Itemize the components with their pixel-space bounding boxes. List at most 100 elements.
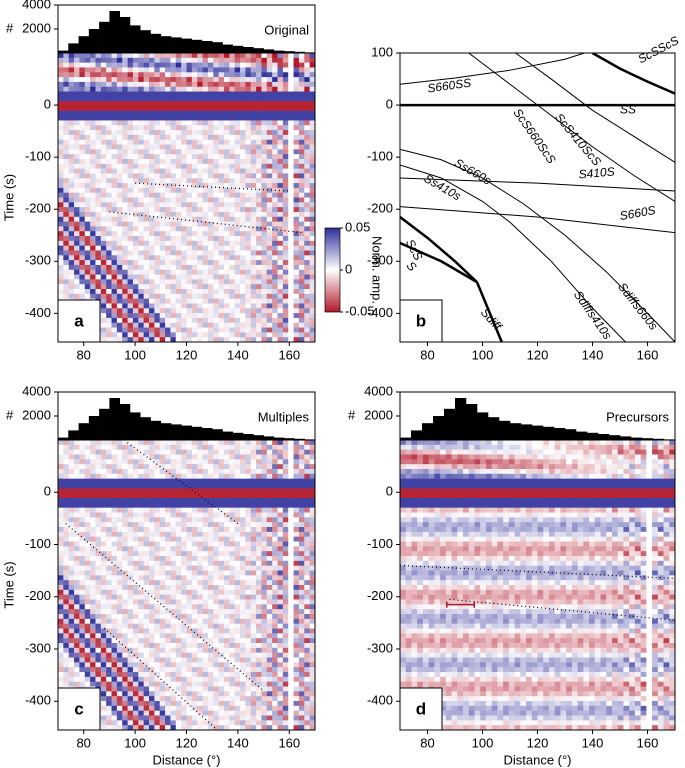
heatmap-cell — [128, 662, 134, 667]
heatmap-cell — [74, 600, 80, 605]
heatmap-cell — [170, 720, 176, 725]
heatmap-cell — [170, 92, 176, 97]
heatmap-cell — [160, 532, 166, 537]
heatmap-cell — [133, 672, 139, 677]
heatmap-cell — [74, 667, 80, 672]
heatmap-cell — [278, 236, 284, 241]
heatmap-cell — [154, 633, 160, 638]
heatmap-cell — [160, 178, 166, 183]
heatmap-cell — [160, 537, 166, 542]
heatmap-cell — [208, 667, 214, 672]
heatmap-cell — [181, 614, 187, 619]
heatmap-cell — [138, 658, 144, 663]
heatmap-cell — [154, 130, 160, 135]
heatmap-cell — [187, 479, 193, 484]
heatmap-cell — [128, 149, 134, 154]
heatmap-cell — [85, 677, 91, 682]
heatmap-cell — [128, 67, 134, 72]
heatmap-cell — [106, 716, 112, 721]
heatmap-cell — [267, 303, 273, 308]
heatmap-cell — [197, 517, 203, 522]
heatmap-cell — [106, 101, 112, 106]
heatmap-cell — [192, 517, 198, 522]
x-tick-label: 120 — [527, 347, 549, 362]
heatmap-cell — [106, 250, 112, 255]
heatmap-cell — [122, 604, 128, 609]
heatmap-cell — [176, 445, 182, 450]
heatmap-cell — [128, 517, 134, 522]
heatmap-cell — [219, 561, 225, 566]
heatmap-cell — [165, 154, 171, 159]
heatmap-cell — [219, 82, 225, 87]
heatmap-cell — [79, 527, 85, 532]
heatmap-cell — [235, 145, 241, 150]
heatmap-cell — [272, 72, 278, 77]
heatmap-cell — [58, 571, 64, 576]
heatmap-cell — [101, 217, 107, 222]
heatmap-cell — [138, 308, 144, 313]
heatmap-cell — [203, 595, 209, 600]
heatmap-cell — [245, 188, 251, 193]
heatmap-cell — [203, 522, 209, 527]
heatmap-cell — [58, 178, 64, 183]
heatmap-cell — [224, 513, 230, 518]
heatmap-cell — [261, 63, 267, 68]
heatmap-cell — [117, 289, 123, 294]
heatmap-cell — [219, 217, 225, 222]
heatmap-cell — [229, 173, 235, 178]
heatmap-cell — [251, 332, 257, 337]
heatmap-cell — [138, 125, 144, 130]
heatmap-cell — [261, 154, 267, 159]
heatmap-cell — [69, 653, 75, 658]
heatmap-cell — [133, 135, 139, 140]
heatmap-cell — [144, 614, 150, 619]
heatmap-cell — [144, 701, 150, 706]
heatmap-cell — [219, 313, 225, 318]
heatmap-cell — [90, 667, 96, 672]
heatmap-cell — [219, 677, 225, 682]
heatmap-cell — [138, 459, 144, 464]
heatmap-cell — [69, 120, 75, 125]
heatmap-cell — [138, 677, 144, 682]
heatmap-cell — [176, 149, 182, 154]
heatmap-cell — [208, 236, 214, 241]
heatmap-cell — [208, 585, 214, 590]
heatmap-cell — [122, 313, 128, 318]
heatmap-cell — [69, 111, 75, 116]
heatmap-cell — [144, 116, 150, 121]
heatmap-cell — [128, 159, 134, 164]
heatmap-cell — [85, 590, 91, 595]
heatmap-cell — [256, 231, 262, 236]
heatmap-cell — [101, 706, 107, 711]
heatmap-cell — [95, 498, 101, 503]
heatmap-cell — [133, 226, 139, 231]
heatmap-cell — [160, 169, 166, 174]
heatmap-cell — [251, 294, 257, 299]
heatmap-cell — [224, 250, 230, 255]
heatmap-cell — [170, 63, 176, 68]
heatmap-cell — [149, 318, 155, 323]
heatmap-cell — [283, 178, 289, 183]
heatmap-cell — [106, 284, 112, 289]
heatmap-cell — [101, 580, 107, 585]
heatmap-cell — [187, 275, 193, 280]
heatmap-cell — [154, 164, 160, 169]
heatmap-cell — [122, 672, 128, 677]
heatmap-cell — [106, 561, 112, 566]
heatmap-cell — [63, 624, 69, 629]
heatmap-cell — [106, 87, 112, 92]
heatmap-cell — [79, 508, 85, 513]
heatmap-cell — [203, 140, 209, 145]
heatmap-cell — [256, 169, 262, 174]
heatmap-cell — [101, 255, 107, 260]
heatmap-cell — [176, 638, 182, 643]
heatmap-cell — [288, 125, 294, 130]
heatmap-cell — [208, 571, 214, 576]
heatmap-cell — [101, 299, 107, 304]
heatmap-cell — [63, 633, 69, 638]
heatmap-cell — [203, 231, 209, 236]
heatmap-cell — [176, 517, 182, 522]
heatmap-cell — [176, 464, 182, 469]
heatmap-cell — [283, 246, 289, 251]
heatmap-cell — [154, 275, 160, 280]
